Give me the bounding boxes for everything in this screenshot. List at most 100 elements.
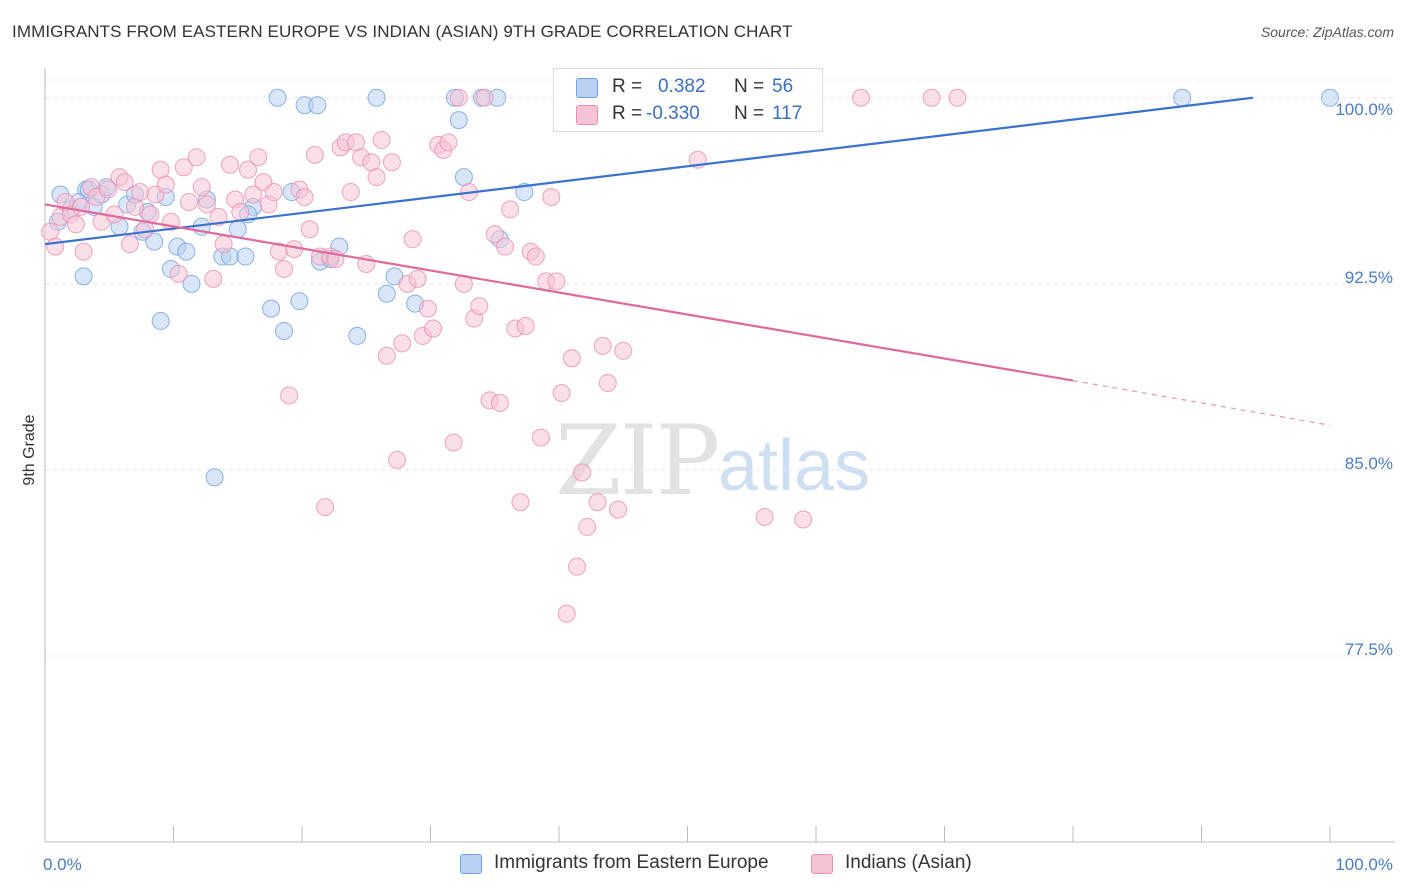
data-point: [444, 433, 463, 452]
data-point: [408, 269, 427, 288]
bottom-legend-swatch-blue: [460, 854, 482, 874]
data-point: [424, 319, 443, 338]
data-point: [418, 299, 437, 318]
data-point: [348, 326, 367, 345]
data-point: [490, 393, 509, 412]
data-point: [228, 220, 247, 239]
y-tick-label: 85.0%: [1345, 454, 1393, 473]
data-point: [1321, 88, 1339, 107]
y-tick-label: 92.5%: [1345, 268, 1393, 287]
legend-n-label: N =: [734, 76, 765, 97]
data-point: [598, 374, 617, 393]
data-point: [567, 557, 586, 576]
data-point: [485, 225, 504, 244]
data-point: [145, 232, 164, 251]
data-point: [192, 178, 211, 197]
bottom-legend-swatch-pink: [811, 854, 833, 874]
data-point: [794, 510, 813, 529]
data-point: [174, 158, 193, 177]
data-point: [205, 468, 224, 487]
data-point: [557, 604, 576, 623]
data-point: [120, 235, 139, 254]
data-point: [177, 242, 196, 261]
data-point: [66, 215, 85, 234]
data-point: [98, 180, 117, 199]
data-point: [552, 383, 571, 402]
data-point: [755, 508, 774, 527]
data-point: [1173, 88, 1192, 107]
data-point: [449, 88, 468, 107]
data-point: [46, 237, 65, 256]
legend-swatch-pink: [576, 105, 598, 125]
data-point: [588, 493, 607, 512]
data-point: [367, 168, 386, 187]
data-point: [367, 88, 386, 107]
data-point: [295, 188, 314, 206]
chart-title: IMMIGRANTS FROM EASTERN EUROPE VS INDIAN…: [12, 22, 793, 41]
data-point: [377, 346, 396, 365]
data-point: [305, 145, 324, 164]
data-point: [249, 148, 268, 167]
data-point: [542, 188, 561, 206]
data-point: [275, 321, 294, 340]
watermark-atlas: atlas: [718, 426, 871, 506]
data-point: [372, 130, 391, 149]
data-point: [197, 195, 216, 214]
trend-line-series2: [44, 203, 1074, 382]
data-point: [280, 386, 299, 405]
legend-n-value: 117: [772, 103, 803, 124]
data-point: [851, 88, 870, 107]
data-point: [221, 155, 240, 174]
x-tick-label: 0.0%: [43, 855, 82, 874]
legend-r-value: -0.330: [646, 103, 700, 124]
data-point: [115, 173, 134, 192]
data-point: [71, 197, 90, 216]
data-point: [501, 200, 520, 219]
y-tick-label: 100.0%: [1335, 100, 1393, 119]
data-point: [244, 185, 263, 204]
data-point: [231, 202, 250, 221]
data-point: [532, 428, 551, 447]
trend-lines: [44, 96, 1331, 426]
data-point: [239, 160, 258, 179]
data-point: [526, 247, 545, 266]
axes: [44, 68, 1395, 843]
data-point: [236, 247, 255, 266]
data-point: [209, 207, 228, 226]
data-point: [156, 175, 175, 194]
data-point: [264, 183, 283, 202]
data-point: [382, 153, 401, 172]
data-point: [214, 235, 233, 254]
data-point: [308, 96, 327, 115]
data-point: [470, 297, 489, 316]
data-point: [262, 299, 281, 318]
trend-line-series1: [44, 96, 1254, 246]
data-point: [377, 284, 396, 303]
x-tick-label: 100.0%: [1335, 855, 1393, 874]
data-point: [151, 312, 170, 331]
data-point: [403, 230, 422, 249]
legend-row-series1: R = 0.382 N = 56: [554, 74, 822, 100]
data-point: [439, 133, 458, 152]
data-point: [290, 292, 309, 311]
data-point: [578, 517, 597, 536]
source-label: Source: ZipAtlas.com: [1260, 24, 1394, 40]
watermark-zip: ZIP: [555, 405, 720, 517]
data-point: [515, 183, 534, 202]
data-point: [182, 274, 201, 293]
data-point: [275, 259, 294, 278]
bottom-legend-label: Immigrants from Eastern Europe: [494, 852, 769, 873]
data-point: [74, 242, 93, 261]
legend-swatch-blue: [576, 78, 598, 98]
legend-n-value: 56: [772, 76, 794, 97]
data-point: [204, 269, 223, 288]
data-point: [449, 111, 468, 130]
bottom-legend-label: Indians (Asian): [845, 852, 972, 873]
data-point: [562, 349, 581, 368]
legend-n-label: N =: [734, 103, 765, 124]
data-point: [341, 183, 360, 202]
data-point: [573, 463, 592, 482]
data-point: [593, 336, 612, 355]
data-point: [922, 88, 941, 107]
